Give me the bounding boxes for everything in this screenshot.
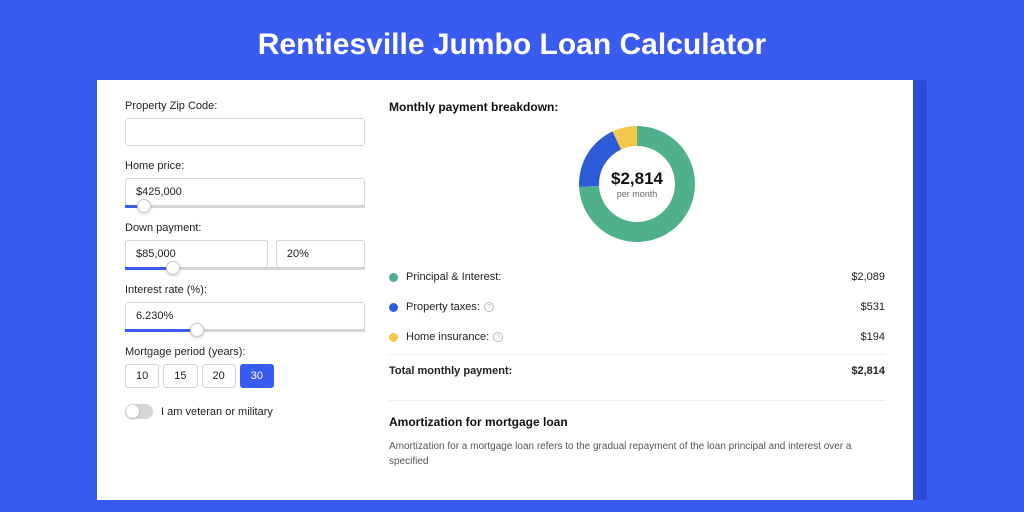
info-icon[interactable]: ? [484, 302, 494, 312]
home-price-input[interactable] [125, 178, 365, 206]
amortization-text: Amortization for a mortgage loan refers … [389, 439, 885, 469]
breakdown-title: Monthly payment breakdown: [389, 100, 885, 114]
period-buttons: 10152030 [125, 364, 365, 388]
total-label: Total monthly payment: [389, 365, 512, 377]
breakdown-row: Property taxes:? $531 [389, 292, 885, 322]
slider-thumb[interactable] [190, 323, 204, 337]
amortization-title: Amortization for mortgage loan [389, 415, 885, 429]
breakdown-row: Principal & Interest: $2,089 [389, 262, 885, 292]
down-payment-field: Down payment: [125, 222, 365, 270]
breakdown-rows: Principal & Interest: $2,089 Property taxe… [389, 262, 885, 352]
total-row: Total monthly payment: $2,814 [389, 354, 885, 386]
breakdown-row-left: Principal & Interest: [389, 271, 501, 283]
period-button-10[interactable]: 10 [125, 364, 159, 388]
period-button-30[interactable]: 30 [240, 364, 274, 388]
interest-rate-field: Interest rate (%): [125, 284, 365, 332]
zip-input[interactable] [125, 118, 365, 146]
interest-rate-input[interactable] [125, 302, 365, 330]
mortgage-period-label: Mortgage period (years): [125, 346, 365, 358]
breakdown-row-left: Property taxes:? [389, 301, 494, 313]
legend-dot [389, 303, 398, 312]
breakdown-value: $2,089 [851, 271, 885, 283]
card-shadow: Property Zip Code: Home price: Down paym… [97, 80, 927, 500]
amortization-section: Amortization for mortgage loan Amortizat… [389, 400, 885, 469]
breakdown-value: $531 [861, 301, 885, 313]
down-pct-input[interactable] [276, 240, 365, 268]
page-title: Rentiesville Jumbo Loan Calculator [0, 0, 1024, 80]
donut-amount: $2,814 [611, 169, 663, 189]
interest-rate-slider[interactable] [125, 329, 365, 332]
inputs-column: Property Zip Code: Home price: Down paym… [125, 100, 365, 490]
period-button-20[interactable]: 20 [202, 364, 236, 388]
veteran-toggle-row: I am veteran or military [125, 404, 365, 419]
down-amount-input[interactable] [125, 240, 268, 268]
toggle-knob [126, 405, 139, 418]
calculator-card: Property Zip Code: Home price: Down paym… [97, 80, 913, 500]
zip-label: Property Zip Code: [125, 100, 365, 112]
legend-dot [389, 273, 398, 282]
zip-field: Property Zip Code: [125, 100, 365, 146]
breakdown-column: Monthly payment breakdown: $2,814 per mo… [389, 100, 885, 490]
breakdown-row: Home insurance:? $194 [389, 322, 885, 352]
breakdown-label: Property taxes: [406, 301, 480, 313]
slider-thumb[interactable] [137, 199, 151, 213]
donut-chart-wrap: $2,814 per month [389, 124, 885, 244]
breakdown-value: $194 [861, 331, 885, 343]
veteran-toggle[interactable] [125, 404, 153, 419]
slider-thumb[interactable] [166, 261, 180, 275]
down-payment-slider[interactable] [125, 267, 365, 270]
info-icon[interactable]: ? [493, 332, 503, 342]
home-price-field: Home price: [125, 160, 365, 208]
donut-chart: $2,814 per month [577, 124, 697, 244]
veteran-label: I am veteran or military [161, 406, 273, 418]
home-price-label: Home price: [125, 160, 365, 172]
donut-sub: per month [611, 189, 663, 199]
mortgage-period-field: Mortgage period (years): 10152030 [125, 346, 365, 388]
breakdown-label: Home insurance: [406, 331, 489, 343]
period-button-15[interactable]: 15 [163, 364, 197, 388]
down-payment-label: Down payment: [125, 222, 365, 234]
legend-dot [389, 333, 398, 342]
breakdown-row-left: Home insurance:? [389, 331, 503, 343]
interest-rate-label: Interest rate (%): [125, 284, 365, 296]
donut-center: $2,814 per month [611, 169, 663, 199]
home-price-slider[interactable] [125, 205, 365, 208]
total-value: $2,814 [851, 365, 885, 377]
breakdown-label: Principal & Interest: [406, 271, 501, 283]
